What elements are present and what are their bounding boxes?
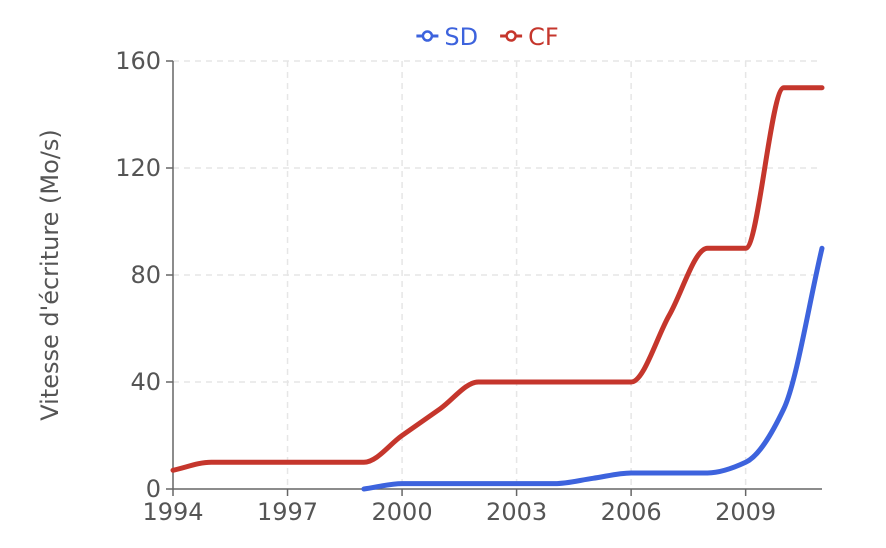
y-tick-label: 80 <box>130 261 161 289</box>
axes: 0 40 80 120 160 1994 1997 2000 2003 2006 2009 <box>115 47 822 526</box>
y-tick-label: 40 <box>130 368 161 396</box>
x-tick-label: 1994 <box>142 498 203 526</box>
series-layer <box>170 85 825 492</box>
y-tick-label: 120 <box>115 154 161 182</box>
legend-swatch-marker <box>505 30 517 42</box>
x-tick-label: 2006 <box>601 498 662 526</box>
legend-item-cf[interactable]: CF <box>500 23 559 51</box>
legend-item-sd[interactable]: SD <box>416 23 478 51</box>
legend-label: CF <box>528 23 559 51</box>
y-tick-label: 0 <box>146 475 161 503</box>
series-line-cf <box>170 85 825 473</box>
x-tick-label: 2003 <box>486 498 547 526</box>
series-line-sd <box>361 245 825 492</box>
x-tick-label: 2009 <box>715 498 776 526</box>
legend[interactable]: SD CF <box>416 23 559 51</box>
grid <box>173 60 822 489</box>
x-tick-label: 1997 <box>257 498 318 526</box>
legend-label: SD <box>444 23 478 51</box>
x-tick-label: 2000 <box>372 498 433 526</box>
y-axis-title: Vitesse d'écriture (Mo/s) <box>36 129 64 421</box>
legend-swatch-marker <box>421 30 434 42</box>
y-tick-label: 160 <box>115 47 161 75</box>
